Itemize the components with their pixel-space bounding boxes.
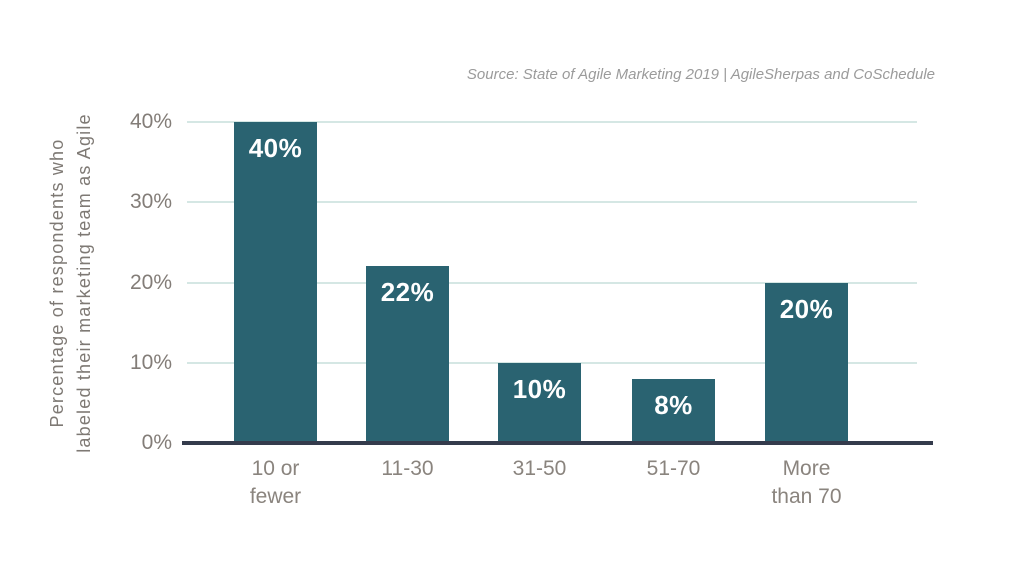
bar-3: 10% — [498, 362, 581, 443]
gridline-30 — [187, 201, 917, 204]
bar-1: 40% — [234, 122, 317, 443]
bar-2: 22% — [366, 266, 449, 443]
bar-value-label: 40% — [248, 133, 303, 163]
bar-4: 8% — [632, 378, 715, 443]
bar-value-label: 8% — [654, 389, 693, 420]
gridline-40 — [187, 121, 917, 123]
y-tick-label: 20% — [129, 270, 172, 294]
category-label: More than 70 — [771, 457, 842, 508]
y-tick-label: 40% — [129, 110, 172, 133]
gridline-20 — [187, 281, 917, 284]
category-label: 11-30 — [381, 457, 434, 480]
category-label: 10 or fewer — [249, 457, 302, 508]
bar-value-label: 22% — [380, 277, 435, 308]
x-axis-line — [182, 441, 933, 445]
y-tick-label: 10% — [129, 350, 172, 374]
bar-value-label: 10% — [512, 373, 567, 404]
bar-value-label: 20% — [779, 293, 834, 324]
plot-area: 40% 22% 10% 8% 20% — [187, 121, 917, 443]
bar-5: 20% — [765, 282, 848, 443]
y-tick-label: 30% — [129, 190, 172, 214]
source-text: Source: State of Agile Marketing 2019 | … — [466, 66, 935, 83]
category-label: 51-70 — [646, 457, 701, 480]
y-tick-label: 0% — [141, 431, 172, 454]
category-label: 31-50 — [512, 457, 567, 480]
